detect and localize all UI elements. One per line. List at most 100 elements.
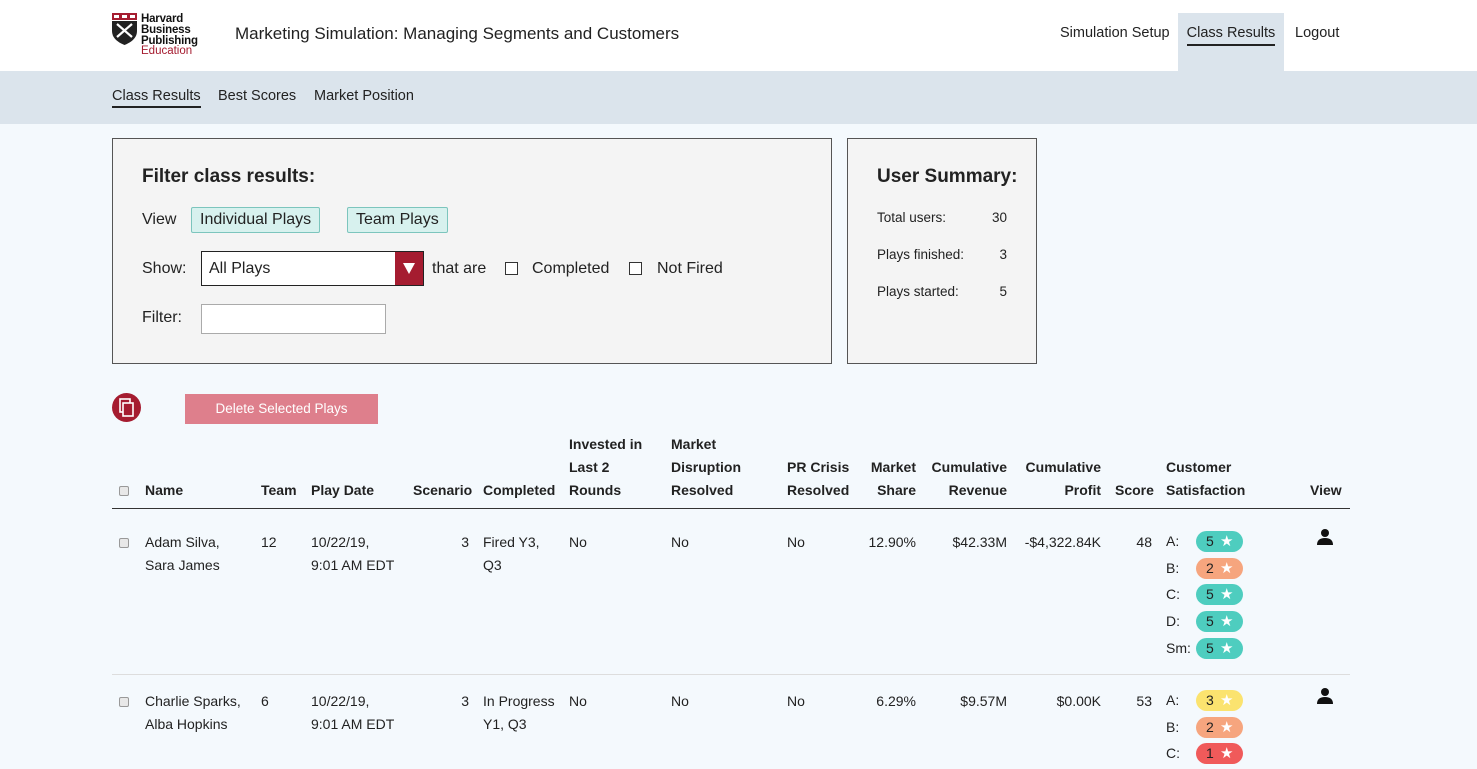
team-plays-button[interactable]: Team Plays xyxy=(347,207,448,233)
segment-label: A: xyxy=(1166,533,1180,549)
cell-market-share: 12.90% xyxy=(868,534,916,550)
cell-play-date: 9:01 AM EDT xyxy=(311,716,395,732)
row-checkbox[interactable] xyxy=(119,697,129,707)
total-users-value: 30 xyxy=(991,210,1007,225)
nav-simulation-setup-label: Simulation Setup xyxy=(1060,25,1170,41)
user-icon[interactable] xyxy=(1316,687,1334,705)
col-satisfaction-line2[interactable]: Satisfaction xyxy=(1166,482,1246,498)
rating-value: 5 xyxy=(1206,640,1214,656)
segment-label: C: xyxy=(1166,745,1180,761)
rating-badge: 5 ★ xyxy=(1196,531,1243,552)
subnav-class-results[interactable]: Class Results xyxy=(112,88,201,108)
col-scenario[interactable]: Scenario xyxy=(413,482,473,498)
plays-finished-label: Plays finished: xyxy=(877,247,965,262)
col-disruption-line3[interactable]: Resolved xyxy=(671,482,734,498)
col-revenue-line2[interactable]: Revenue xyxy=(948,482,1007,498)
view-label: View xyxy=(142,211,177,228)
cell-completed: Y1, Q3 xyxy=(483,716,527,732)
harvard-shield-icon xyxy=(112,13,137,45)
that-are-label: that are xyxy=(432,260,487,277)
col-profit-line1[interactable]: Cumulative xyxy=(1025,459,1101,475)
segment-label: B: xyxy=(1166,719,1180,735)
rating-value: 5 xyxy=(1206,586,1214,602)
dropdown-arrow-icon[interactable] xyxy=(395,252,423,285)
segment-label: B: xyxy=(1166,560,1180,576)
col-completed[interactable]: Completed xyxy=(483,482,556,498)
logo-text-education: Education xyxy=(141,45,193,57)
rating-badge: 3 ★ xyxy=(1196,690,1243,711)
cell-profit: -$4,322.84K xyxy=(1024,534,1101,550)
subnav-best-scores[interactable]: Best Scores xyxy=(218,88,297,104)
rating-badge: 5 ★ xyxy=(1196,611,1243,632)
rating-value: 1 xyxy=(1206,745,1214,761)
cell-name: Alba Hopkins xyxy=(145,716,228,732)
copy-button[interactable] xyxy=(112,393,141,422)
show-select[interactable]: All Plays xyxy=(201,251,424,286)
col-disruption-line1[interactable]: Market xyxy=(671,436,717,452)
star-icon: ★ xyxy=(1220,640,1234,657)
user-icon[interactable] xyxy=(1316,528,1334,546)
logo-text-publishing: Publishing xyxy=(141,35,198,47)
col-name[interactable]: Name xyxy=(145,482,184,498)
individual-plays-button[interactable]: Individual Plays xyxy=(191,207,321,233)
col-profit-line2[interactable]: Profit xyxy=(1064,482,1101,498)
nav-class-results[interactable]: Class Results xyxy=(1178,13,1284,71)
cell-name: Adam Silva, xyxy=(145,534,220,550)
copy-icon xyxy=(119,398,134,417)
col-revenue-line1[interactable]: Cumulative xyxy=(931,459,1007,475)
logo-text-harvard: Harvard xyxy=(141,13,184,25)
star-icon: ★ xyxy=(1220,586,1234,603)
nav-simulation-setup[interactable]: Simulation Setup xyxy=(1060,13,1170,71)
col-team[interactable]: Team xyxy=(261,482,297,498)
col-score[interactable]: Score xyxy=(1115,482,1154,498)
col-pr-line2[interactable]: Resolved xyxy=(787,482,850,498)
cell-pr-crisis: No xyxy=(787,534,805,550)
col-invested-line2[interactable]: Last 2 xyxy=(569,459,610,475)
cell-disruption: No xyxy=(671,693,689,709)
total-users-label: Total users: xyxy=(877,210,947,225)
rating-badge: 2 ★ xyxy=(1196,558,1243,579)
cell-invested: No xyxy=(569,693,587,709)
cell-scenario: 3 xyxy=(461,534,469,550)
row-checkbox[interactable] xyxy=(119,538,129,548)
cell-team: 12 xyxy=(261,534,277,550)
show-select-value: All Plays xyxy=(209,260,271,277)
star-icon: ★ xyxy=(1220,613,1234,630)
col-share-line2[interactable]: Share xyxy=(877,482,916,498)
rating-value: 5 xyxy=(1206,613,1214,629)
nav-class-results-label: Class Results xyxy=(1186,25,1276,46)
col-play-date[interactable]: Play Date xyxy=(311,482,375,498)
hbp-logo[interactable]: Harvard Business Publishing Education xyxy=(112,13,212,59)
col-invested-line3[interactable]: Rounds xyxy=(569,482,622,498)
rating-value: 2 xyxy=(1206,560,1214,576)
segment-label: D: xyxy=(1166,613,1180,629)
nav-logout-label: Logout xyxy=(1295,25,1340,41)
col-disruption-line2[interactable]: Disruption xyxy=(671,459,741,475)
nav-logout[interactable]: Logout xyxy=(1295,13,1339,71)
select-all-checkbox[interactable] xyxy=(119,486,129,496)
rating-value: 3 xyxy=(1206,692,1214,708)
subnav-market-position[interactable]: Market Position xyxy=(314,88,414,104)
rating-badge: 2 ★ xyxy=(1196,717,1243,738)
col-satisfaction-line1[interactable]: Customer xyxy=(1166,459,1232,475)
rating-value: 2 xyxy=(1206,719,1214,735)
rating-badge: 1 ★ xyxy=(1196,743,1243,764)
completed-checkbox[interactable] xyxy=(505,262,518,275)
star-icon: ★ xyxy=(1220,533,1234,550)
not-fired-checkbox[interactable] xyxy=(629,262,642,275)
cell-completed: Q3 xyxy=(483,557,502,573)
star-icon: ★ xyxy=(1220,719,1234,736)
row-divider xyxy=(112,674,1350,675)
cell-team: 6 xyxy=(261,693,269,709)
cell-play-date: 10/22/19, xyxy=(311,534,370,550)
col-share-line1[interactable]: Market xyxy=(870,459,916,475)
cell-profit: $0.00K xyxy=(1056,693,1101,709)
cell-play-date: 10/22/19, xyxy=(311,693,370,709)
cell-revenue: $9.57M xyxy=(960,693,1007,709)
filter-input[interactable] xyxy=(201,304,386,334)
col-pr-line1[interactable]: PR Crisis xyxy=(787,459,850,475)
col-invested-line1[interactable]: Invested in xyxy=(569,436,643,452)
cell-revenue: $42.33M xyxy=(952,534,1007,550)
rating-value: 5 xyxy=(1206,533,1214,549)
delete-selected-plays-button[interactable]: Delete Selected Plays xyxy=(185,394,378,424)
